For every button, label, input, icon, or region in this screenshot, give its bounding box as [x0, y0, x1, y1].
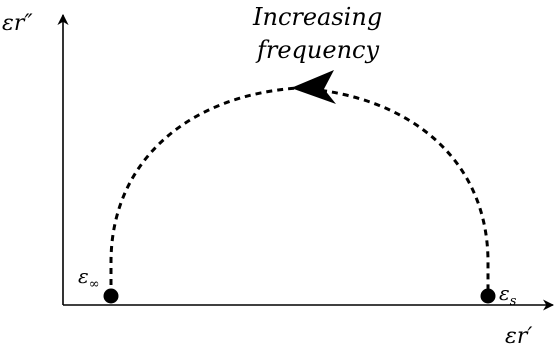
epsilon-infinity-point	[103, 288, 119, 304]
annotation-line-1: Increasing	[252, 3, 382, 31]
epsilon-infinity-label: ε∞	[78, 264, 100, 292]
y-axis-label: εr″	[2, 11, 33, 36]
direction-arrowhead-icon	[291, 70, 336, 104]
annotation-line-2: frequency	[255, 36, 379, 64]
epsilon-s-label: εs	[499, 281, 517, 309]
epsilon-s-point	[480, 288, 496, 304]
relaxation-arc	[109, 86, 490, 296]
x-axis-label: εr′	[505, 324, 532, 349]
